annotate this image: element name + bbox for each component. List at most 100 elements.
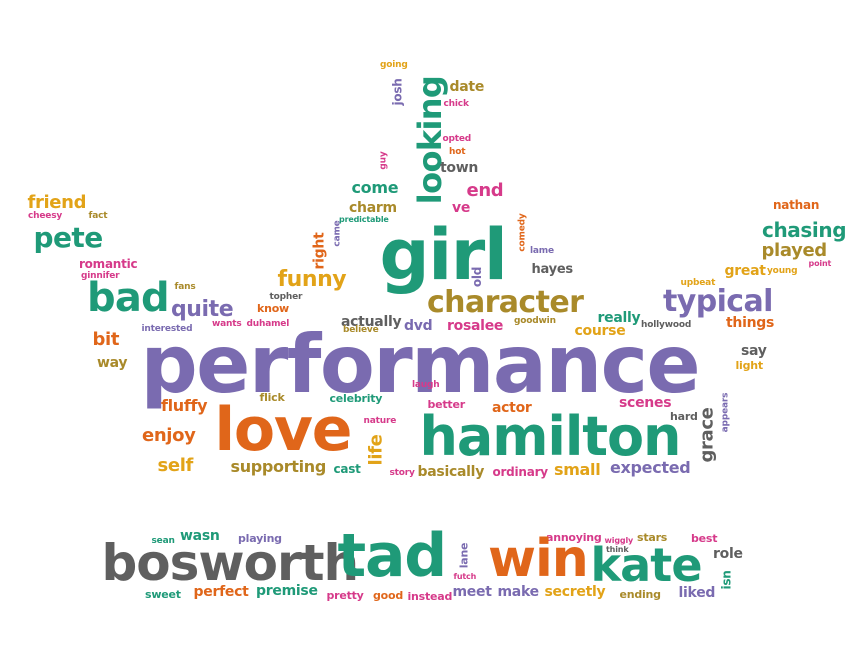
word-wasn: wasn (180, 528, 220, 544)
word-enjoy: enjoy (142, 425, 196, 446)
word-think: think (606, 545, 629, 554)
word-romantic: romantic (79, 257, 138, 271)
word-comedy: comedy (517, 212, 528, 252)
word-isn: isn (719, 570, 734, 590)
word-ginnifer: ginnifer (81, 270, 120, 281)
word-end: end (466, 180, 504, 201)
word-make: make (497, 584, 540, 600)
word-goodwin: goodwin (514, 315, 556, 326)
word-town: town (440, 160, 479, 176)
word-upbeat: upbeat (680, 277, 716, 288)
word-bosworth: bosworth (101, 534, 360, 592)
word-topher: topher (269, 291, 303, 302)
word-small: small (554, 460, 601, 479)
word-tad: tad (337, 521, 448, 591)
word-ending: ending (619, 587, 662, 601)
word-supporting: supporting (230, 457, 327, 476)
word-life: life (364, 434, 386, 466)
word-fans: fans (174, 281, 196, 292)
word-cheesy: cheesy (28, 210, 63, 221)
word-predictable: predictable (339, 215, 389, 224)
word-best: best (691, 531, 718, 545)
word-actor: actor (492, 400, 532, 416)
word-say: say (741, 343, 767, 359)
word-laugh: laugh (412, 379, 440, 390)
word-ve: ve (452, 200, 471, 216)
word-hollywood: hollywood (641, 319, 692, 330)
word-stars: stars (637, 530, 668, 544)
word-win: win (488, 529, 589, 589)
word-premise: premise (256, 583, 318, 599)
word-date: date (449, 79, 485, 95)
word-played: played (761, 240, 828, 261)
word-looking: looking (411, 75, 450, 205)
word-hayes: hayes (531, 261, 574, 277)
word-going: going (380, 59, 408, 70)
word-bad: bad (87, 275, 170, 321)
word-point: point (808, 259, 832, 268)
word-come: come (351, 178, 399, 197)
word-came: came (332, 219, 343, 247)
word-scenes: scenes (619, 395, 672, 411)
word-hard: hard (670, 409, 698, 423)
word-bit: bit (92, 329, 120, 350)
word-meet: meet (452, 584, 492, 600)
word-secretly: secretly (544, 584, 606, 600)
word-funny: funny (277, 267, 347, 292)
word-fluffy: fluffy (161, 396, 208, 415)
word-dvd: dvd (404, 318, 433, 334)
word-better: better (427, 397, 466, 411)
word-sean: sean (151, 535, 175, 546)
word-basically: basically (417, 464, 485, 480)
word-kate: kate (590, 538, 703, 592)
word-fact: fact (88, 210, 108, 221)
word-perfect: perfect (193, 584, 249, 600)
word-hamilton: hamilton (419, 405, 682, 468)
word-flick: flick (259, 390, 285, 404)
word-things: things (726, 315, 775, 331)
word-pete: pete (33, 221, 104, 254)
word-character: character (427, 285, 584, 320)
word-hot: hot (449, 146, 466, 157)
word-wiggly: wiggly (604, 536, 634, 545)
word-love: love (214, 395, 353, 465)
word-self: self (157, 455, 194, 476)
word-light: light (735, 358, 764, 372)
word-story: story (389, 467, 415, 478)
word-interested: interested (141, 323, 193, 334)
word-right: right (310, 232, 327, 270)
word-lane: lane (457, 542, 471, 568)
word-quite: quite (171, 297, 234, 322)
word-course: course (574, 323, 626, 339)
word-pretty: pretty (326, 588, 364, 602)
word-appears: appears (720, 392, 731, 432)
word-charm: charm (349, 200, 397, 216)
word-chasing: chasing (762, 218, 847, 242)
word-know: know (257, 301, 289, 315)
word-girl: girl (379, 214, 508, 296)
word-old: old (470, 266, 485, 288)
word-futch: futch (453, 572, 477, 581)
word-wants: wants (212, 318, 242, 329)
word-liked: liked (678, 585, 716, 601)
word-celebrity: celebrity (329, 391, 383, 405)
word-friend: friend (27, 192, 87, 213)
word-nature: nature (363, 415, 397, 426)
word-expected: expected (610, 458, 691, 477)
word-playing: playing (238, 531, 282, 545)
word-actually: actually (341, 314, 402, 330)
word-really: really (597, 310, 641, 326)
word-performance: performance (140, 318, 701, 411)
word-grace: grace (696, 407, 717, 463)
word-chick: chick (443, 98, 469, 109)
word-opted: opted (442, 133, 472, 144)
word-young: young (767, 265, 798, 276)
word-cast: cast (333, 462, 361, 476)
word-believe: believe (343, 324, 379, 335)
word-way: way (97, 355, 128, 371)
word-role: role (713, 546, 743, 562)
word-great: great (724, 263, 766, 279)
word-typical: typical (663, 284, 773, 319)
word-good: good (373, 588, 403, 602)
